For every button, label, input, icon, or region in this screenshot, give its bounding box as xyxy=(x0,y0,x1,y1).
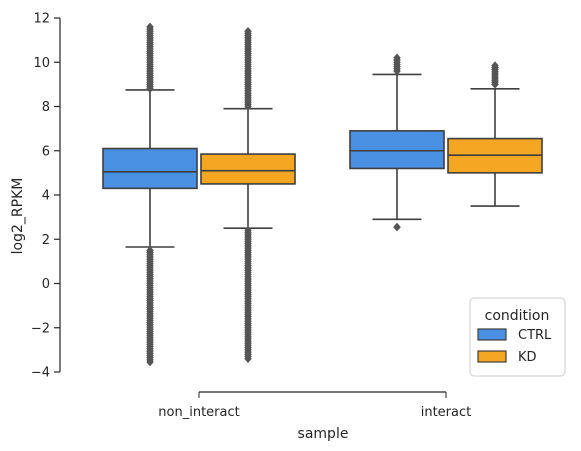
legend: condition CTRL KD xyxy=(469,297,566,377)
box-CTRL-interact xyxy=(349,53,445,232)
x-axis-title: sample xyxy=(298,426,349,442)
legend-label-KD: KD xyxy=(518,350,537,365)
outlier-low xyxy=(146,357,154,367)
y-tick-label: −2 xyxy=(31,321,50,336)
outlier-high xyxy=(491,79,499,89)
iqr-box xyxy=(200,153,296,185)
box-CTRL-non_interact xyxy=(102,22,198,367)
y-tick-label: 10 xyxy=(33,56,50,71)
iqr-box xyxy=(102,147,198,190)
y-tick-label: −4 xyxy=(31,366,50,381)
y-tick-label: 4 xyxy=(42,189,50,204)
legend-title: condition xyxy=(485,308,550,324)
x-tick-label: interact xyxy=(421,405,472,420)
x-tick-label: non_interact xyxy=(158,405,239,420)
legend-label-CTRL: CTRL xyxy=(518,328,552,343)
outlier-low xyxy=(393,222,401,232)
legend-swatch-KD xyxy=(477,350,507,363)
outlier-high xyxy=(146,84,154,94)
y-tick-label: 12 xyxy=(33,12,50,27)
box-KD-interact xyxy=(447,61,543,207)
outlier-low xyxy=(244,354,252,364)
y-tick-label: 8 xyxy=(42,100,50,115)
outlier-high xyxy=(244,102,252,111)
outlier-high xyxy=(393,66,401,76)
y-axis-title: log2_RPKM xyxy=(10,178,26,255)
x-axis: non_interact interact xyxy=(158,391,472,420)
y-axis: −4 −2 0 2 4 6 8 10 12 xyxy=(31,12,61,381)
y-tick-label: 0 xyxy=(42,277,50,292)
iqr-box xyxy=(349,130,445,170)
y-tick-label: 2 xyxy=(42,233,50,248)
box-KD-non_interact xyxy=(200,26,296,364)
y-tick-label: 6 xyxy=(42,144,50,159)
plot-area xyxy=(102,22,543,367)
legend-swatch-CTRL xyxy=(477,328,507,341)
